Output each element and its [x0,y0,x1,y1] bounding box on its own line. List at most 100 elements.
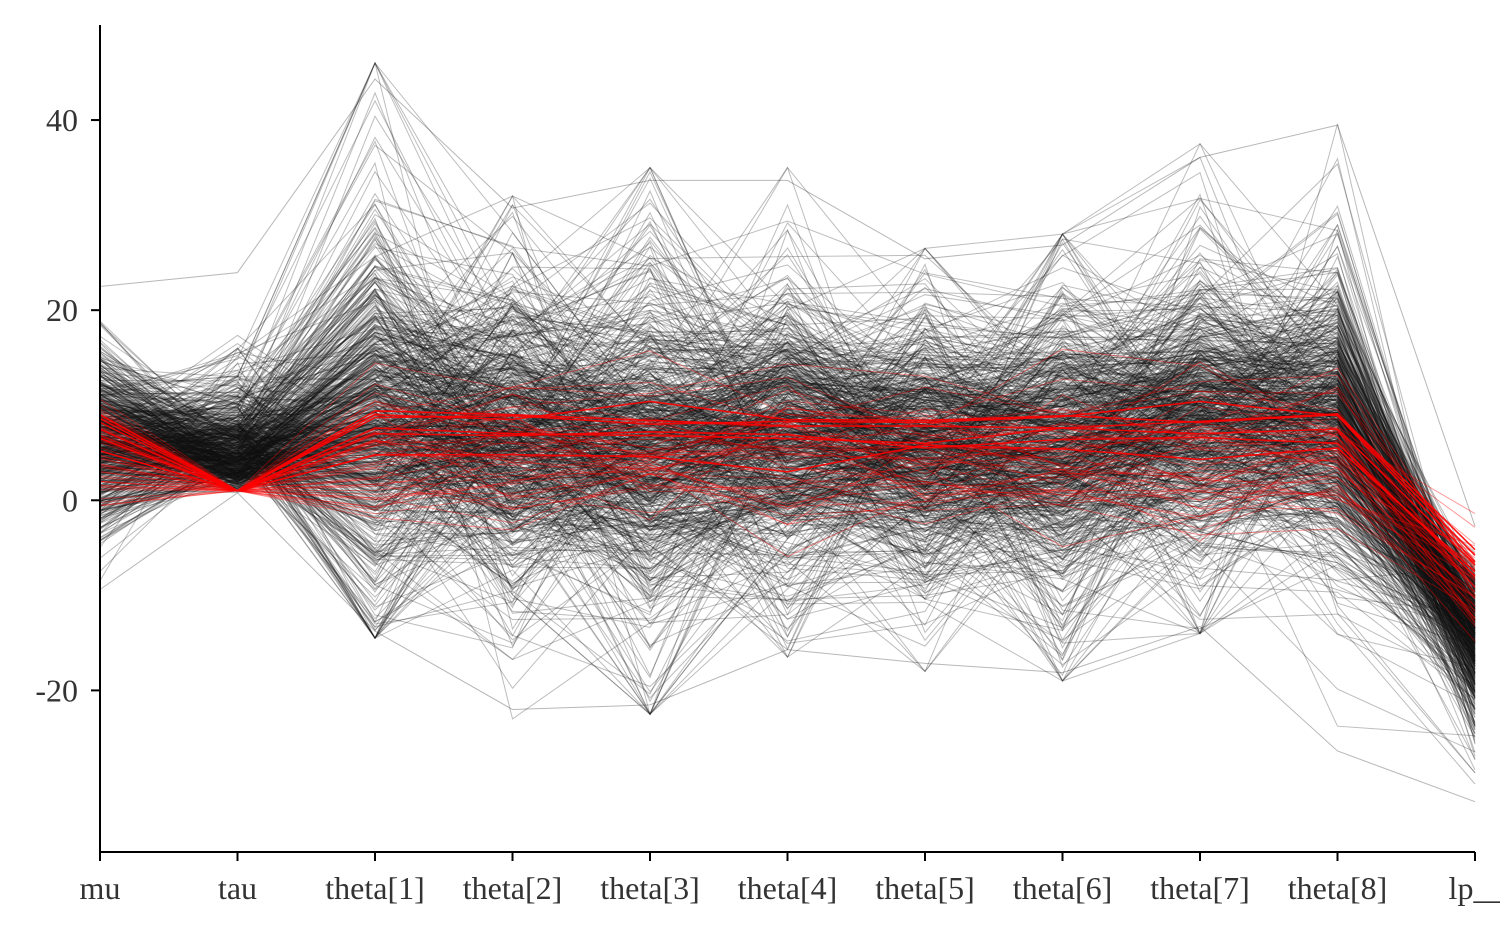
draw-line [99,295,1476,672]
draw-line [99,307,1476,636]
draw-line [99,246,1476,654]
x-tick-label: lp__ [1449,870,1500,906]
draw-line [99,452,1476,623]
draw-line [99,377,1476,693]
draw-line [99,367,1476,615]
draw-line [99,442,1476,657]
draw-line [99,299,1476,612]
draw-line [99,307,1476,623]
draw-line [99,223,1476,671]
draw-line [99,329,1476,629]
draw-line [99,247,1476,672]
draw-line [99,290,1476,629]
draw-line [99,436,1476,622]
divergent-draw-line [99,442,1476,600]
draw-line [99,420,1476,640]
draw-line [99,451,1476,583]
draw-line [99,397,1476,626]
draw-line [99,307,1476,675]
draw-line [99,296,1476,648]
draw-line [99,446,1476,579]
draw-line [99,349,1476,639]
draw-line [99,303,1476,598]
draw-line [99,307,1476,608]
draw-line [99,345,1476,575]
draw-line [99,415,1476,612]
draw-line [99,384,1476,658]
draw-line [99,401,1476,716]
draw-line [99,354,1476,645]
draw-line [99,335,1476,623]
draw-line [99,470,1476,659]
draw-line [99,361,1476,640]
draw-line [99,353,1476,643]
draw-line [99,318,1476,607]
draw-line [99,364,1476,608]
draw-line [99,471,1476,576]
draw-line [99,354,1476,587]
draw-line [99,315,1476,594]
draw-line [99,220,1476,785]
draw-line [99,394,1476,641]
draw-line [99,342,1476,639]
draw-line [99,227,1476,685]
draw-line [99,313,1476,631]
draw-line [99,333,1476,619]
draw-line [99,413,1476,634]
draw-line [99,280,1476,642]
draw-line [99,292,1476,650]
draw-line [99,355,1476,682]
draw-line [99,354,1476,580]
divergent-draw-line [99,412,1476,555]
draw-line [99,299,1476,632]
draw-line [99,403,1476,567]
draw-line [99,224,1476,683]
draw-line [99,261,1476,647]
divergent-draw-5-line [99,427,1476,566]
draw-line [99,347,1476,635]
draw-line [99,310,1476,643]
draw-line [99,252,1476,644]
draw-line [99,358,1476,580]
draw-line [99,364,1476,607]
draw-line [99,194,1476,753]
draw-line [99,338,1476,611]
draw-line [99,321,1476,638]
draw-line [99,308,1476,737]
draw-line [99,450,1476,699]
draw-line [99,291,1476,661]
draw-line [99,358,1476,660]
draw-line [99,238,1476,644]
draw-line [99,273,1476,735]
draw-line [99,361,1476,607]
draw-line [99,394,1476,607]
draw-line [99,61,1476,700]
draw-line [99,417,1476,685]
draw-line [99,327,1476,624]
draw-line [99,313,1476,624]
draw-line [99,337,1476,712]
draw-line [99,380,1476,607]
draw-line [99,290,1476,705]
draw-line [99,348,1476,597]
draw-line [99,414,1476,679]
draw-line [99,302,1476,623]
draw-line [99,368,1476,597]
draw-line [99,318,1476,675]
draw-line [99,464,1476,575]
draw-line [99,284,1476,714]
draw-line [99,223,1476,632]
draw-line [99,369,1476,648]
draw-line [99,315,1476,647]
draw-line [99,264,1476,621]
divergent-draw-line [99,473,1476,570]
draw-line [99,426,1476,599]
draw-line [99,427,1476,626]
divergent-draw-line [99,400,1476,589]
draw-line [99,461,1476,670]
draw-line [99,342,1476,592]
draw-line [99,360,1476,675]
draw-line [99,326,1476,588]
draw-line [99,438,1476,639]
draw-line [99,384,1476,673]
